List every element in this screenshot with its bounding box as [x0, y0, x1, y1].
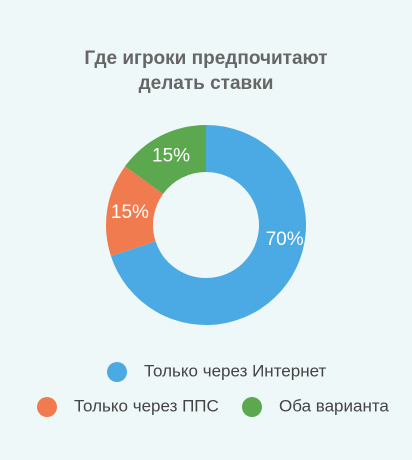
donut-slice	[110, 125, 306, 325]
legend-swatch	[242, 397, 262, 417]
legend-swatch	[107, 362, 127, 382]
legend-swatch	[37, 397, 57, 417]
value-label: 70%	[266, 229, 304, 250]
value-label: 15%	[111, 202, 149, 223]
legend-label: Только через Интернет	[144, 361, 326, 380]
legend-label: Только через ППС	[74, 396, 219, 415]
value-label: 15%	[152, 145, 190, 166]
donut-slice	[125, 125, 206, 194]
chart-title: Где игроки предпочитают делать ставки	[84, 48, 328, 94]
legend-label: Оба варианта	[279, 396, 389, 415]
donut-slice	[106, 166, 164, 256]
